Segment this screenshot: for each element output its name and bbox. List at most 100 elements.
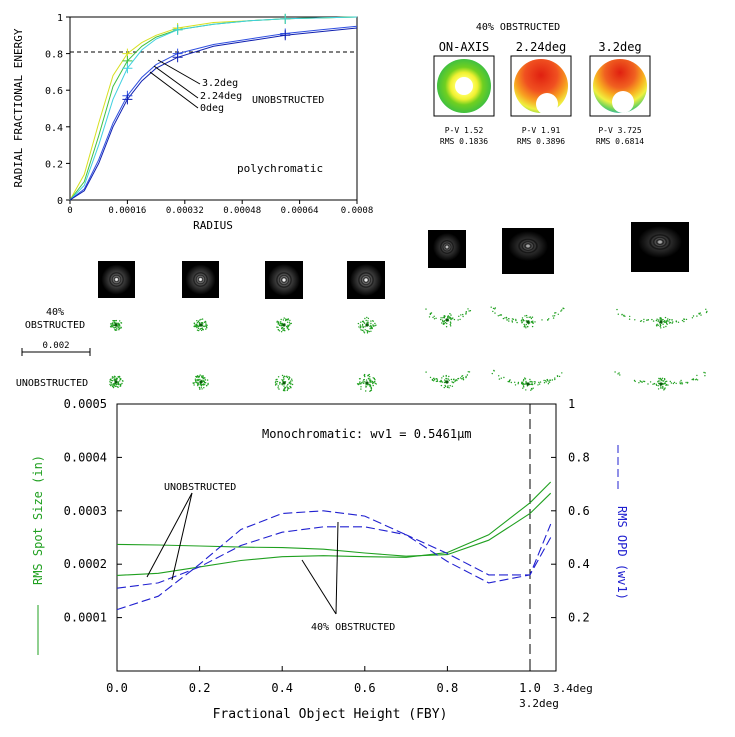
spot-center	[282, 381, 286, 385]
spot-dot	[282, 319, 285, 321]
spot-dot	[111, 322, 114, 324]
interferogram-label-32: 3.2deg	[598, 40, 641, 54]
rms-series	[116, 481, 552, 611]
spot-dot	[109, 381, 111, 383]
spot-dot	[370, 320, 372, 322]
rms-left-tick-label: 0.0003	[64, 504, 107, 518]
spot-dot	[361, 381, 363, 384]
spot-dot	[543, 379, 545, 382]
spot-dot	[288, 324, 291, 326]
spot-dot	[663, 380, 665, 382]
spot-dot	[280, 318, 282, 321]
spot-dot	[276, 326, 278, 328]
spot-dot	[705, 308, 707, 310]
spot-dot	[364, 375, 366, 378]
spot-dot	[560, 310, 562, 312]
spot-dot	[289, 382, 291, 384]
spot-dot	[446, 378, 448, 380]
spot-dot	[116, 329, 118, 331]
rms-x-tick-label: 0.4	[271, 681, 293, 695]
spot-dot	[660, 378, 663, 381]
spot-dot	[490, 306, 492, 308]
spot-dot	[374, 382, 376, 384]
spot-dot	[204, 325, 206, 327]
spot-dot	[529, 381, 531, 383]
spot-dot	[556, 375, 559, 378]
spot-dot	[367, 317, 370, 320]
spot-dot	[359, 327, 361, 329]
spot-dot	[547, 383, 550, 385]
spot-dot	[523, 386, 525, 388]
spot-dot	[285, 319, 288, 321]
spot-dot	[369, 325, 371, 328]
spot-dot	[661, 377, 664, 379]
spot-dot	[659, 378, 661, 380]
spot-dot	[358, 378, 361, 380]
spot-dot	[647, 383, 649, 385]
spot-dot	[274, 384, 277, 386]
spot-dot	[200, 376, 203, 378]
spot-dot	[369, 381, 371, 383]
spot-dot	[529, 316, 532, 318]
pointer-unobstructed-1	[146, 492, 193, 578]
spot-dot	[657, 380, 660, 382]
spot-dot	[119, 376, 121, 378]
spot-dot	[444, 379, 446, 381]
rms-left-tick-label: 0.0002	[64, 557, 107, 571]
spot-dot	[500, 377, 502, 379]
spot-dot	[204, 383, 206, 385]
spot-dot	[449, 385, 451, 387]
spot-dot	[364, 326, 366, 328]
spot-dot	[537, 384, 539, 386]
spot-dot	[649, 381, 652, 383]
spot-dot	[555, 312, 557, 314]
spot-dot	[279, 383, 281, 385]
interferogram-label-224: 2.24deg	[516, 40, 567, 54]
psf-core-7	[638, 226, 682, 258]
spot-dot	[551, 379, 554, 381]
spot-dot	[119, 384, 122, 386]
spot-dot	[643, 321, 645, 323]
spot-dot	[362, 380, 364, 382]
rms-x-end-label: 3.4deg	[553, 682, 593, 695]
spot-dot	[361, 325, 364, 327]
spot-dot	[205, 323, 207, 325]
interferogram-panel: 40% OBSTRUCTED ON-AXIS P-V 1.52 RMS 0.18…	[433, 22, 651, 146]
spot-center	[114, 323, 118, 327]
psf-core-3	[268, 264, 300, 296]
spot-dot	[453, 318, 456, 321]
spot-dot	[277, 326, 279, 329]
spot-dot	[436, 380, 439, 382]
spot-dot	[667, 384, 669, 386]
energy-y-tick-label: 0.8	[45, 50, 63, 61]
spot-dot	[116, 322, 119, 324]
spot-dot	[367, 377, 370, 380]
spot-dot	[643, 380, 646, 383]
spot-dot	[450, 314, 452, 316]
rms-right-tick-label: 0.8	[568, 450, 590, 464]
spot-dot	[197, 375, 199, 378]
spot-dot	[370, 379, 372, 381]
spot-dot	[655, 383, 657, 385]
rms-plot-frame	[116, 403, 557, 672]
spot-dot	[116, 379, 118, 381]
spot-dot	[548, 318, 550, 320]
spot-dot	[696, 379, 699, 381]
psf-core-5	[433, 233, 461, 261]
rms-series-line	[116, 481, 552, 576]
spot-dot	[289, 319, 291, 322]
spot-dot	[525, 320, 527, 322]
spot-dot	[614, 371, 616, 373]
spot-dot	[199, 322, 201, 324]
spot-dot	[675, 382, 677, 385]
spot-dot	[531, 325, 534, 328]
spot-dot	[363, 378, 365, 381]
spot-dot	[546, 379, 549, 381]
spot-dot	[113, 327, 116, 329]
spot-dot	[531, 382, 533, 384]
spot-dot	[629, 315, 631, 318]
spot-dot	[669, 380, 671, 383]
spot-dot	[494, 312, 496, 314]
spot-dot	[120, 378, 122, 380]
spot-diagrams: 40% OBSTRUCTED 0.002 UNOBSTRUCTED	[16, 306, 708, 392]
